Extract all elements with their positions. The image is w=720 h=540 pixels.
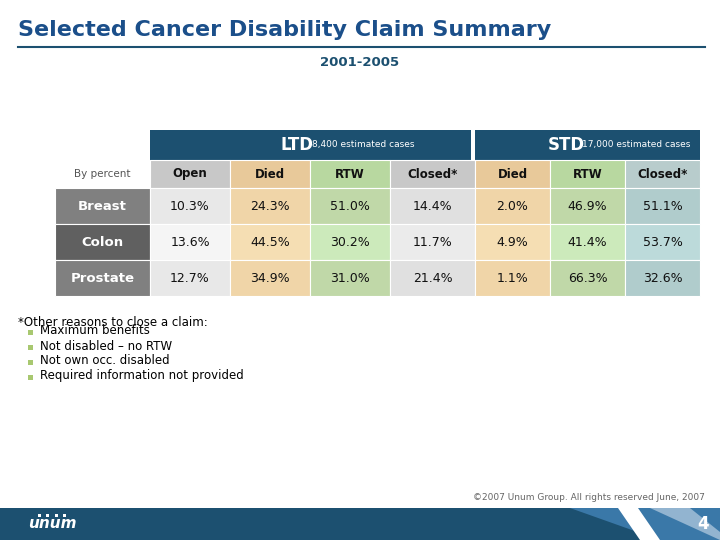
Bar (475, 188, 550, 224)
Bar (150, 224, 230, 260)
Bar (28, 360, 33, 365)
Bar (230, 188, 310, 224)
Text: 34.9%: 34.9% (250, 272, 290, 285)
Text: Not disabled – no RTW: Not disabled – no RTW (40, 340, 172, 353)
Polygon shape (618, 508, 660, 540)
Bar (550, 260, 625, 296)
Text: 2.0%: 2.0% (497, 199, 528, 213)
Text: Died: Died (255, 167, 285, 180)
Bar (475, 260, 550, 296)
Bar (550, 160, 625, 188)
Text: 2001-2005: 2001-2005 (320, 57, 400, 70)
Text: 66.3%: 66.3% (567, 272, 607, 285)
Bar (475, 130, 700, 160)
Text: By percent: By percent (74, 169, 131, 179)
Bar (625, 224, 700, 260)
Bar (550, 224, 625, 260)
Text: 24.3%: 24.3% (250, 199, 290, 213)
Bar (28, 345, 33, 349)
Text: 17,000 estimated cases: 17,000 estimated cases (582, 140, 690, 150)
Text: 4.9%: 4.9% (497, 235, 528, 248)
Text: 51.1%: 51.1% (643, 199, 683, 213)
Text: Selected Cancer Disability Claim Summary: Selected Cancer Disability Claim Summary (18, 20, 552, 40)
Text: Died: Died (498, 167, 528, 180)
Bar (550, 188, 625, 224)
Text: 53.7%: 53.7% (642, 235, 683, 248)
Bar (46, 514, 49, 517)
Text: LTD: LTD (281, 136, 313, 154)
Bar (55, 260, 150, 296)
Bar (63, 514, 66, 517)
Text: 46.9%: 46.9% (567, 199, 607, 213)
Bar (230, 224, 310, 260)
Text: 13.6%: 13.6% (170, 235, 210, 248)
Text: 51.0%: 51.0% (330, 199, 370, 213)
Bar (150, 188, 230, 224)
Bar (310, 160, 390, 188)
Text: Closed*: Closed* (637, 167, 688, 180)
Bar (150, 130, 471, 160)
Text: 21.4%: 21.4% (413, 272, 452, 285)
Bar (28, 329, 33, 334)
Text: ©2007 Unum Group. All rights reserved June, 2007: ©2007 Unum Group. All rights reserved Ju… (473, 494, 705, 503)
Text: Closed*: Closed* (408, 167, 458, 180)
Text: 14.4%: 14.4% (413, 199, 452, 213)
Bar (0, 508, 720, 540)
Text: Breast: Breast (78, 199, 127, 213)
Text: 1.1%: 1.1% (497, 272, 528, 285)
Text: RTW: RTW (572, 167, 603, 180)
Text: 4: 4 (697, 515, 708, 533)
Text: 8,400 estimated cases: 8,400 estimated cases (312, 140, 415, 150)
Bar (390, 160, 475, 188)
Bar (390, 224, 475, 260)
Polygon shape (570, 508, 720, 540)
Bar (625, 188, 700, 224)
Text: 31.0%: 31.0% (330, 272, 370, 285)
Polygon shape (650, 508, 720, 540)
Text: Required information not provided: Required information not provided (40, 369, 244, 382)
Bar (390, 188, 475, 224)
Bar (38, 514, 41, 517)
Bar (390, 260, 475, 296)
Bar (625, 160, 700, 188)
Bar (230, 160, 310, 188)
Bar (55, 224, 150, 260)
Text: Not own occ. disabled: Not own occ. disabled (40, 354, 170, 368)
Text: Open: Open (173, 167, 207, 180)
Text: Prostate: Prostate (71, 272, 135, 285)
Text: 41.4%: 41.4% (567, 235, 607, 248)
Text: 30.2%: 30.2% (330, 235, 370, 248)
Bar (475, 160, 550, 188)
Bar (28, 375, 33, 380)
Text: 32.6%: 32.6% (643, 272, 683, 285)
Bar (310, 224, 390, 260)
Bar (230, 260, 310, 296)
Text: unum: unum (28, 516, 76, 531)
Bar (475, 224, 550, 260)
Text: 12.7%: 12.7% (170, 272, 210, 285)
Text: 44.5%: 44.5% (250, 235, 290, 248)
Text: 11.7%: 11.7% (413, 235, 452, 248)
Text: Maximum benefits: Maximum benefits (40, 325, 150, 338)
Bar (55, 188, 150, 224)
Bar (310, 188, 390, 224)
Text: STD: STD (547, 136, 585, 154)
Text: *Other reasons to close a claim:: *Other reasons to close a claim: (18, 316, 208, 329)
Bar (150, 260, 230, 296)
Bar (55, 514, 58, 517)
Bar (150, 160, 230, 188)
Text: 10.3%: 10.3% (170, 199, 210, 213)
Bar (625, 260, 700, 296)
Text: Colon: Colon (81, 235, 124, 248)
Bar (310, 260, 390, 296)
Text: RTW: RTW (335, 167, 365, 180)
